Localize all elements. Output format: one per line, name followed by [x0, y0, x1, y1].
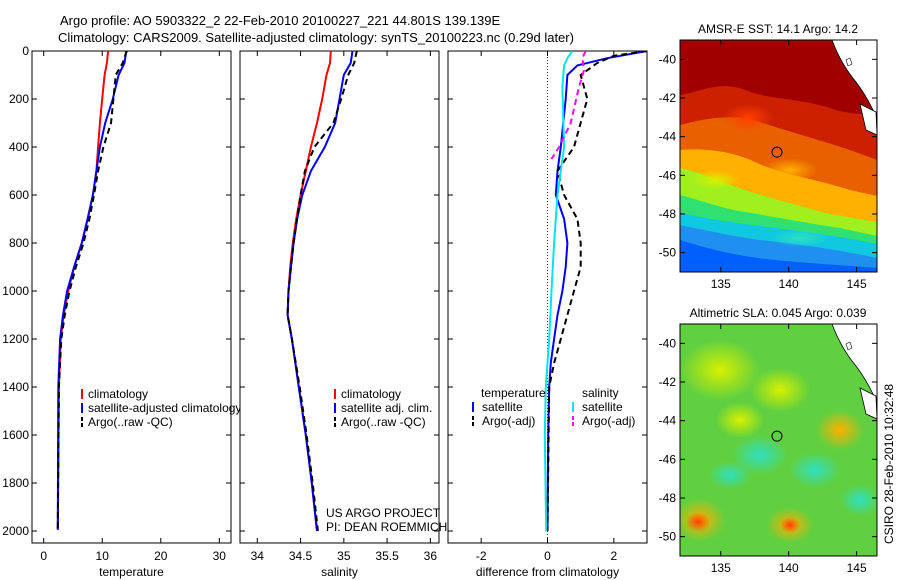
y-tick-label: -42: [659, 91, 677, 105]
difference-panel: -2 0 2 difference from climatology temperatu…: [447, 50, 648, 579]
annotation-text: US ARGO PROJECT: [326, 506, 441, 520]
x-tick-label: 35.5: [375, 549, 399, 563]
x-tick-label: 10: [96, 549, 110, 563]
plot-frame: [31, 50, 232, 544]
x-tick-label: 140: [779, 561, 799, 575]
y-tick-label: 400: [9, 140, 29, 154]
series-line-satellite: [546, 51, 647, 532]
x-tick-label: 34.5: [289, 549, 313, 563]
y-tick-label: -40: [659, 52, 677, 66]
y-tick-label: -40: [659, 336, 677, 350]
x-tick-label: 145: [847, 277, 867, 291]
map-frame: [679, 39, 878, 273]
y-tick-label: -46: [659, 452, 677, 466]
sla-map: [680, 324, 877, 556]
x-tick-label: 135: [711, 277, 731, 291]
header-line-2: Climatology: CARS2009. Satellite-adjuste…: [58, 30, 574, 45]
legend-label: satellite: [582, 400, 623, 414]
x-tick-label: -2: [476, 549, 487, 563]
argo-location-marker: [771, 146, 783, 158]
sst-map-axes: 135 140 145 -40 -42 -44 -46 -48 -50: [659, 39, 878, 291]
side-timestamp: CSIRO 28-Feb-2010 10:32:48: [882, 384, 896, 544]
y-tick-label: 1200: [2, 332, 29, 346]
series-line-argo-raw-qc-: [286, 51, 358, 532]
x-axis-label: temperature: [99, 565, 164, 579]
y-tick-label: -42: [659, 375, 677, 389]
x-tick-label: 135: [711, 561, 731, 575]
x-tick-label: 34: [251, 549, 265, 563]
x-axis-label: difference from climatology: [476, 565, 619, 579]
legend-label: climatology: [88, 387, 148, 401]
y-tick-label: 1400: [2, 380, 29, 394]
legend-label: satellite-adjusted climatology: [88, 401, 241, 415]
argo-location-marker: [771, 430, 783, 442]
series-line-argo-adj-: [550, 51, 587, 160]
legend-label: Argo(-adj): [582, 414, 635, 428]
legend-label: satellite adj. clim.: [341, 401, 432, 415]
sla-map-title: Altimetric SLA: 0.045 Argo: 0.039: [690, 306, 867, 320]
y-tick-label: -44: [659, 130, 677, 144]
y-tick-label: -44: [659, 414, 677, 428]
y-tick-label: 0: [22, 44, 29, 58]
x-tick-label: 0: [544, 549, 551, 563]
plot-frame: [239, 50, 440, 544]
legend-label: Argo(..raw -QC): [341, 415, 426, 429]
legend-label: Argo(..raw -QC): [88, 415, 173, 429]
y-tick-label: -48: [659, 491, 677, 505]
sst-map: [680, 40, 877, 272]
x-tick-label: 35: [337, 549, 351, 563]
x-tick-label: 20: [154, 549, 168, 563]
legend-group-title: salinity: [582, 386, 619, 400]
x-tick-label: 36: [424, 549, 438, 563]
annotation-text: PI: DEAN ROEMMICH: [326, 520, 447, 534]
y-tick-label: 1600: [2, 428, 29, 442]
x-axis-label: salinity: [321, 565, 358, 579]
y-tick-label: -46: [659, 168, 677, 182]
sst-map-title: AMSR-E SST: 14.1 Argo: 14.2: [698, 22, 858, 36]
x-tick-label: 30: [213, 549, 227, 563]
legend-label: Argo(-adj): [482, 414, 535, 428]
x-tick-label: 0: [40, 549, 47, 563]
legend-label: climatology: [341, 387, 401, 401]
series-line-satellite: [543, 51, 574, 532]
series-line-argo-raw-qc-: [56, 51, 128, 530]
header-line-1: Argo profile: AO 5903322_2 22-Feb-2010 2…: [60, 13, 501, 28]
y-tick-label: 2000: [2, 524, 29, 538]
sla-map-axes: 135 140 145 -40 -42 -44 -46 -48 -50: [659, 323, 878, 575]
series-line-argo-adj-: [546, 51, 647, 532]
y-tick-label: -50: [659, 530, 677, 544]
x-tick-label: 140: [779, 277, 799, 291]
y-tick-label: -50: [659, 246, 677, 260]
series-line-satellite-adjusted-climatology: [56, 51, 128, 530]
y-tick-label: 600: [9, 188, 29, 202]
x-tick-label: 145: [847, 561, 867, 575]
y-tick-label: 800: [9, 236, 29, 250]
y-tick-label: 1800: [2, 476, 29, 490]
map-frame: [679, 323, 878, 557]
y-tick-label: -48: [659, 207, 677, 221]
salinity-panel: 34 34.5 35 35.5 36 salinity climatologysatelli…: [239, 50, 447, 579]
legend-group-title: temperature: [481, 386, 546, 400]
y-tick-label: 1000: [2, 284, 29, 298]
y-tick-label: 200: [9, 92, 29, 106]
temperature-panel: 0 10 20 30 0 200 400 600 800 1000 1200 1400 1600 1800…: [2, 44, 241, 579]
legend-label: satellite: [482, 400, 523, 414]
x-tick-label: 2: [610, 549, 617, 563]
